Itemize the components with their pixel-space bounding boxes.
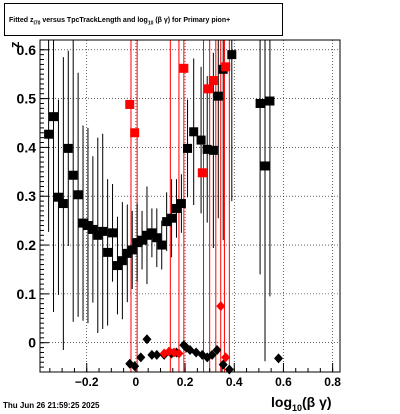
data-point-square [98,226,108,236]
data-point-square [255,98,265,108]
data-point-square [202,144,212,154]
data-point-square [78,218,88,228]
data-point-diamond [224,364,234,375]
y-tick-label: 0.2 [17,237,37,253]
data-point-square [112,261,122,271]
data-point-square [171,203,181,213]
timestamp-footer: Thu Jun 26 21:59:25 2025 [3,401,100,410]
data-point-square [179,63,189,73]
data-point-square [108,228,118,238]
data-point-square [265,96,275,106]
data-point-square [183,143,193,153]
y-tick-label: 0.6 [17,42,37,58]
title-middle: versus TpcTrackLength and log [40,17,148,24]
data-point-square [208,145,218,155]
data-point-square [58,199,68,209]
data-point-square [221,62,231,72]
data-point-square [53,192,63,202]
data-point-square [49,112,59,122]
data-point-diamond [207,349,217,360]
data-point-square [73,190,83,200]
data-point-square [122,248,132,258]
data-point-diamond [142,334,152,345]
data-point-square [213,91,223,101]
x-tick-label: 0.6 [275,375,292,389]
data-point-diamond [174,348,184,359]
data-point-square [93,230,103,240]
data-point-square [125,99,135,109]
data-point-diamond [212,345,222,356]
x-tick-label: 0 [133,375,140,389]
data-point-square [208,76,218,86]
data-point-square [196,135,206,145]
data-point-square [227,50,237,60]
x-axis-label-sub: 10 [292,402,303,413]
data-point-square [189,127,199,137]
title-prefix: Fitted z [9,17,34,24]
data-point-diamond [218,359,228,370]
data-point-square [137,235,147,245]
data-point-square [176,199,186,209]
title-subscript: I70 [33,20,41,27]
y-tick-label: 0.3 [17,188,37,204]
y-tick-label: 0.1 [17,286,37,302]
x-axis-label-rest: (β γ) [302,394,332,410]
data-point-square [162,217,172,227]
data-point-diamond [216,301,226,312]
plot-frame [39,39,341,373]
data-point-diamond [136,352,146,363]
data-point-square [103,247,113,257]
data-point-square [83,221,93,231]
x-axis-label-main: log [271,394,292,410]
data-point-square [147,228,157,238]
data-point-square [44,129,54,139]
x-tick-label: −0.2 [75,375,99,389]
data-point-square [167,213,177,223]
x-tick-label: 0.8 [324,375,341,389]
data-point-square [117,256,127,266]
y-tick-label: 0.4 [17,139,37,155]
title-log-base: 10 [147,20,154,27]
y-tick-label: 0.5 [17,91,37,107]
title-suffix: (β γ) for Primary pion+ [155,17,231,24]
x-tick-label: 0.2 [177,375,194,389]
data-point-square [68,170,78,180]
data-point-diamond [152,349,162,360]
data-point-square [157,240,167,250]
data-point-square [142,230,152,240]
data-point-diamond [147,349,157,360]
data-point-square [127,245,137,255]
data-point-diamond [221,352,231,363]
x-axis-label: log10(β γ) [271,394,332,413]
data-point-square [132,238,142,248]
data-point-square [152,233,162,243]
x-tick-label: 0.4 [226,375,243,389]
data-point-square [130,128,140,138]
data-point-diamond [274,353,284,364]
data-point-diamond [130,361,140,372]
data-point-square [203,84,213,94]
chart-title: Fitted zI70 versus TpcTrackLength and lo… [4,3,283,36]
data-point-square [260,161,270,171]
y-tick-label: 0 [28,335,36,351]
data-point-square [63,143,73,153]
data-point-square [197,168,207,178]
y-axis-label: z [7,41,22,49]
data-point-square [88,224,98,234]
